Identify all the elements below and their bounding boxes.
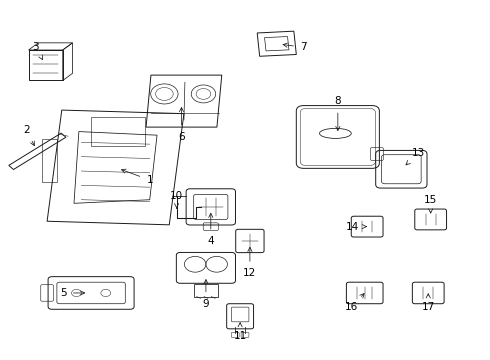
Text: 15: 15 xyxy=(424,195,437,213)
Text: 8: 8 xyxy=(335,96,341,131)
Text: 11: 11 xyxy=(234,323,247,341)
Text: 12: 12 xyxy=(243,247,256,278)
Text: 5: 5 xyxy=(60,288,85,298)
Text: 16: 16 xyxy=(345,294,364,312)
Text: 1: 1 xyxy=(122,169,153,185)
Text: 17: 17 xyxy=(421,294,435,312)
Text: 7: 7 xyxy=(283,42,307,52)
Text: 3: 3 xyxy=(32,42,43,60)
Text: 9: 9 xyxy=(202,280,209,309)
Text: 10: 10 xyxy=(170,191,183,208)
Text: 13: 13 xyxy=(406,148,425,165)
Text: 14: 14 xyxy=(346,222,367,231)
Text: 4: 4 xyxy=(207,213,214,246)
Text: 6: 6 xyxy=(178,108,185,142)
Text: 2: 2 xyxy=(23,125,34,146)
